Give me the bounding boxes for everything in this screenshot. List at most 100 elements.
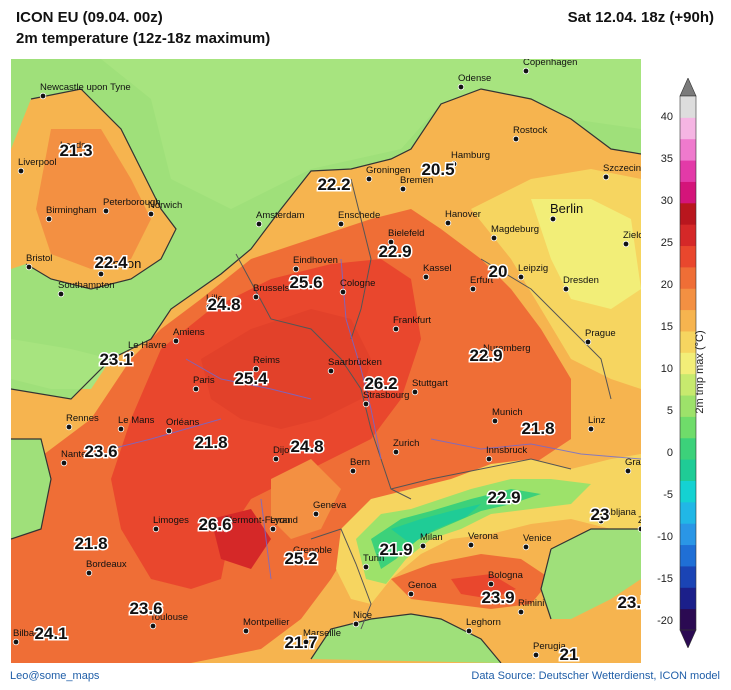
city-label: Montpellier <box>243 617 289 628</box>
colorbar-cell <box>680 181 696 204</box>
colorbar-cell <box>680 96 696 118</box>
city-label: Peterborough <box>103 197 161 208</box>
city-label: Reims <box>253 355 280 366</box>
city-marker: Toulouse <box>149 612 188 630</box>
city-label: Enschede <box>338 210 380 221</box>
city-marker: Nantes <box>60 449 91 467</box>
city-marker: Zurich <box>392 438 419 456</box>
city-label: Liverpool <box>18 157 57 168</box>
city-marker: Nuremberg <box>482 343 531 361</box>
city-label: Hanover <box>445 209 481 220</box>
city-label: Bern <box>350 457 370 468</box>
temperature-value: 24.1 <box>34 624 67 643</box>
city-label: Groningen <box>366 165 410 176</box>
city-marker: Marseille <box>302 628 341 646</box>
city-label: Nantes <box>61 449 91 460</box>
temperature-value: 26.2 <box>364 374 397 393</box>
city-label: Paris <box>193 375 215 386</box>
city-marker: Strasbourg <box>362 390 409 408</box>
city-marker: Rimini <box>517 598 544 616</box>
city-marker: Orléans <box>165 417 200 435</box>
city-marker: London <box>97 256 141 278</box>
city-label: Amsterdam <box>256 210 305 221</box>
colorbar-cell <box>680 587 696 610</box>
city-marker: Cologne <box>339 278 375 296</box>
temperature-value: 21 <box>560 645 579 663</box>
city-marker: Le Mans <box>117 415 155 433</box>
temperature-value: 26.6 <box>198 515 231 534</box>
colorbar-cell <box>680 117 696 140</box>
temperature-value: 21.3 <box>59 141 92 160</box>
temperature-value: 23.9 <box>481 588 514 607</box>
city-label: Linz <box>588 415 606 426</box>
city-marker: Perugia <box>532 641 566 659</box>
temperature-value: 21.7 <box>284 633 317 652</box>
city-label: Lyon <box>270 515 290 526</box>
city-marker: Bilbao <box>12 628 39 646</box>
city-marker: Montpellier <box>242 617 289 635</box>
temperature-value: 23 <box>591 505 610 524</box>
city-label: Newcastle upon Tyne <box>40 82 131 93</box>
city-marker: Ljubljana <box>597 507 637 525</box>
map-subtitle: 2m temperature (12z-18z maximum) <box>16 30 271 47</box>
colorbar-cell <box>680 330 696 353</box>
city-label: Zurich <box>393 438 419 449</box>
city-label: Hamburg <box>451 150 490 161</box>
city-label: Genoa <box>408 580 437 591</box>
city-label: Marseille <box>303 628 341 639</box>
city-label: Ljubljana <box>598 507 637 518</box>
colorbar-min-arrow <box>679 629 697 648</box>
city-marker: Odense <box>457 73 491 91</box>
city-label: Toulouse <box>150 612 188 623</box>
data-source-text: Data Source: Deutscher Wetterdienst, ICO… <box>471 670 720 682</box>
city-label: Eindhoven <box>293 255 338 266</box>
colorbar-cell <box>680 202 696 225</box>
city-marker: Milan <box>419 532 443 550</box>
colorbar-cell <box>680 459 696 481</box>
city-label: Magdeburg <box>491 224 539 235</box>
colorbar-cell <box>680 395 696 417</box>
city-label: Le Havre <box>128 340 167 351</box>
city-label: Leghorn <box>466 617 501 628</box>
city-label: Rimini <box>518 598 544 609</box>
city-label: Odense <box>458 73 491 84</box>
colorbar-tick-label: 15 <box>660 321 673 333</box>
city-marker: Verona <box>467 531 499 549</box>
city-label: Rostock <box>513 125 548 136</box>
colorbar-cell <box>680 544 696 567</box>
city-marker: Hamburg <box>450 150 490 168</box>
colorbar-max-arrow <box>679 78 697 97</box>
temperature-value: 25.6 <box>289 273 322 292</box>
colorbar-tick-label: -15 <box>657 573 673 585</box>
model-title: ICON EU (09.04. 00z) <box>16 9 163 26</box>
temperature-value: 23.6 <box>84 442 117 461</box>
city-label: Bilbao <box>13 628 39 639</box>
city-marker: Graz <box>624 457 641 475</box>
city-marker: Linz <box>587 415 606 433</box>
city-marker: Kassel <box>422 263 452 281</box>
temperature-value: 20.5 <box>421 160 454 179</box>
city-marker: Brussels <box>252 283 290 301</box>
city-marker: Groningen <box>365 165 410 183</box>
city-marker: Saarbrücken <box>327 357 382 375</box>
city-marker: Bordeaux <box>85 559 127 577</box>
colorbar-cell <box>680 501 696 524</box>
city-label: Nuremberg <box>483 343 531 354</box>
city-label: Perugia <box>533 641 566 652</box>
temperature-map: Newcastle upon Tyne Leeds Liverpool Birming… <box>11 59 641 663</box>
city-marker: Zagreb <box>637 515 641 533</box>
city-marker: Erfurt <box>469 275 494 293</box>
city-marker: Rostock <box>512 125 548 143</box>
city-marker: Leghorn <box>465 617 501 635</box>
city-label: Amiens <box>173 327 205 338</box>
colorbar-cell <box>680 309 696 332</box>
temperature-value: 21.8 <box>194 433 227 452</box>
city-marker: Limoges <box>152 515 189 533</box>
colorbar-cell <box>680 480 696 503</box>
city-label: Rennes <box>66 413 99 424</box>
colorbar-tick-label: -5 <box>663 489 673 501</box>
city-label: Bremen <box>400 175 433 186</box>
temperature-value: 22.4 <box>94 253 128 272</box>
city-label: Brussels <box>253 283 290 294</box>
city-marker: Geneva <box>312 500 347 518</box>
